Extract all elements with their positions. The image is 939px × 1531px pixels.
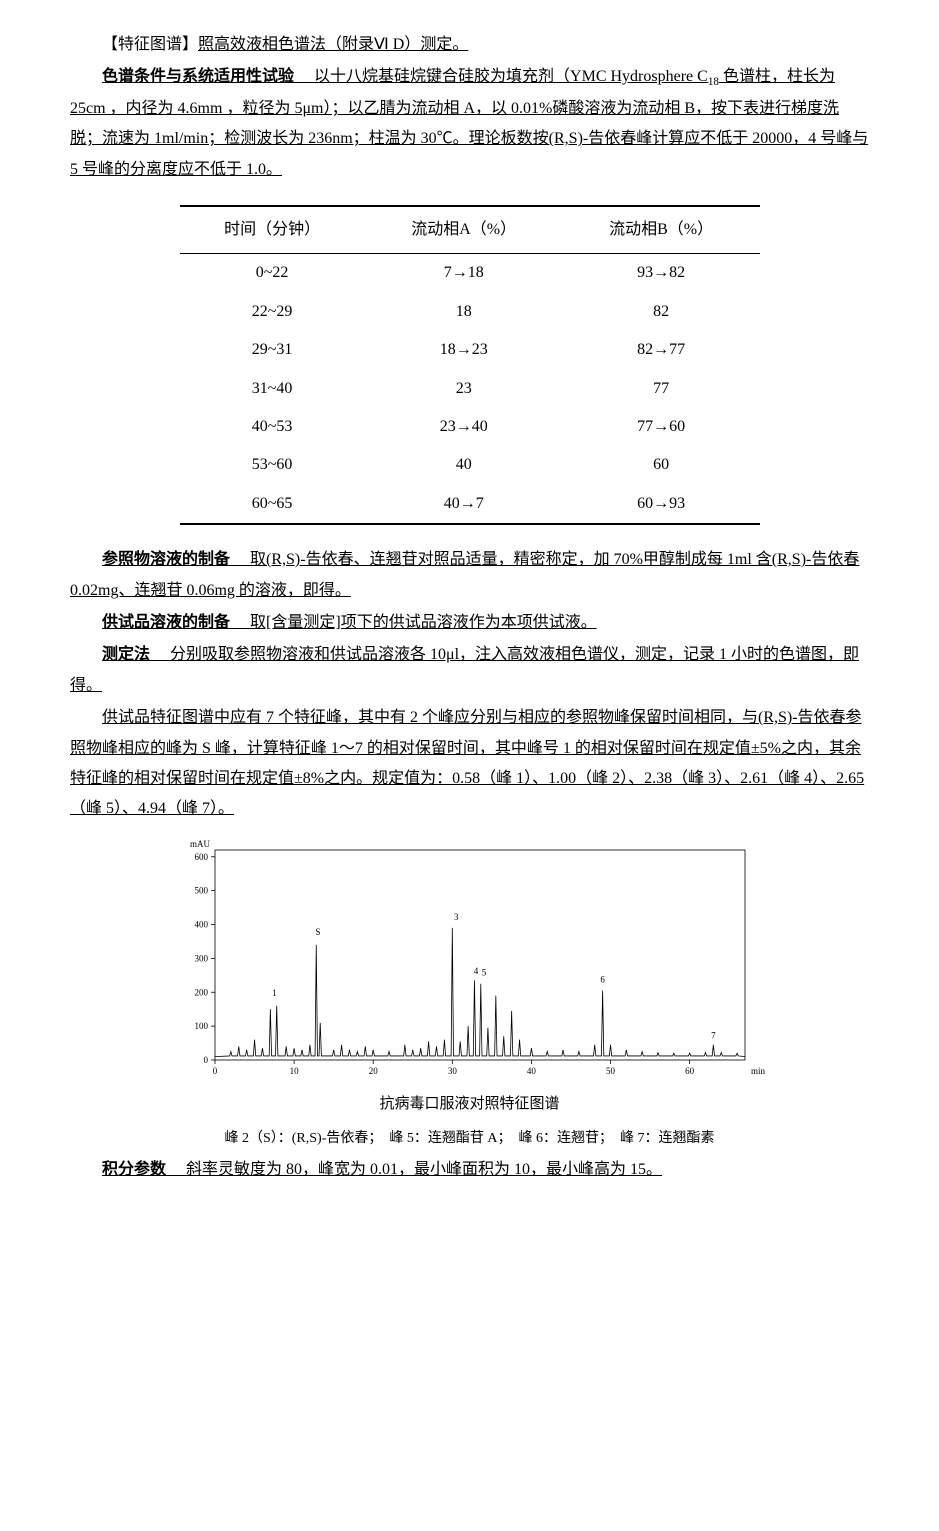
- svg-text:5: 5: [481, 967, 486, 977]
- table-row: 0~227→1893→82: [180, 254, 760, 293]
- svg-text:30: 30: [447, 1066, 457, 1076]
- svg-text:200: 200: [194, 987, 208, 997]
- table-cell: 60: [563, 446, 760, 484]
- table-cell: 0~22: [180, 254, 365, 293]
- svg-text:3: 3: [454, 911, 459, 921]
- table-cell: 23→40: [365, 408, 563, 446]
- table-cell: 60→93: [563, 485, 760, 524]
- conditions-sub: 18: [708, 77, 719, 89]
- table-row: 29~3118→2382→77: [180, 331, 760, 369]
- table-row: 40~5323→4077→60: [180, 408, 760, 446]
- table-cell: 40→7: [365, 485, 563, 524]
- table-cell: 7→18: [365, 254, 563, 293]
- table-cell: 60~65: [180, 485, 365, 524]
- intro-text: 照高效液相色谱法（附录Ⅵ D）测定。: [198, 36, 468, 53]
- table-row: 31~402377: [180, 370, 760, 408]
- svg-text:1: 1: [272, 988, 277, 998]
- sample-prep-title: 供试品溶液的制备: [102, 614, 230, 631]
- table-cell: 29~31: [180, 331, 365, 369]
- integration-text: 斜率灵敏度为 80，峰宽为 0.01，最小峰面积为 10，最小峰高为 15。: [186, 1161, 662, 1178]
- svg-text:400: 400: [194, 919, 208, 929]
- table-cell: 93→82: [563, 254, 760, 293]
- svg-text:mAU: mAU: [190, 839, 211, 849]
- conditions-text-pre: 以十八烷基硅烷键合硅胶为填充剂（YMC Hydrosphere C: [314, 68, 708, 85]
- conditions-title: 色谱条件与系统适用性试验: [102, 68, 294, 85]
- table-cell: 23: [365, 370, 563, 408]
- table-header-row: 时间（分钟） 流动相A（%） 流动相B（%）: [180, 206, 760, 254]
- sample-prep-text: 取[含量测定]项下的供试品溶液作为本项供试液。: [250, 614, 597, 631]
- svg-text:50: 50: [606, 1066, 616, 1076]
- table-cell: 18→23: [365, 331, 563, 369]
- table-cell: 18: [365, 293, 563, 331]
- svg-text:0: 0: [203, 1055, 208, 1065]
- table-cell: 22~29: [180, 293, 365, 331]
- col-time: 时间（分钟）: [180, 206, 365, 254]
- svg-text:7: 7: [711, 1030, 716, 1040]
- reference-prep-title: 参照物溶液的制备: [102, 551, 230, 568]
- svg-text:4: 4: [473, 966, 478, 976]
- peaks-paragraph: 供试品特征图谱中应有 7 个特征峰，其中有 2 个峰应分别与相应的参照物峰保留时…: [70, 703, 869, 825]
- peaks-text: 供试品特征图谱中应有 7 个特征峰，其中有 2 个峰应分别与相应的参照物峰保留时…: [70, 709, 864, 817]
- table-cell: 82→77: [563, 331, 760, 369]
- reference-prep-paragraph: 参照物溶液的制备 取(R,S)-告依春、连翘苷对照品适量，精密称定，加 70%甲…: [70, 545, 869, 606]
- table-cell: 82: [563, 293, 760, 331]
- svg-text:40: 40: [526, 1066, 536, 1076]
- intro-heading: 【特征图谱】: [102, 36, 198, 53]
- svg-text:20: 20: [368, 1066, 378, 1076]
- svg-text:min: min: [750, 1066, 765, 1076]
- table-row: 53~604060: [180, 446, 760, 484]
- svg-text:600: 600: [194, 851, 208, 861]
- peak-legend: 峰 2（S）：(R,S)-告依春； 峰 5：连翘酯苷 A； 峰 6：连翘苷； 峰…: [70, 1126, 869, 1153]
- table-cell: 77: [563, 370, 760, 408]
- table-cell: 31~40: [180, 370, 365, 408]
- table-row: 60~6540→760→93: [180, 485, 760, 524]
- table-row: 22~291882: [180, 293, 760, 331]
- integration-title: 积分参数: [102, 1161, 166, 1178]
- table-cell: 77→60: [563, 408, 760, 446]
- svg-text:0: 0: [212, 1066, 217, 1076]
- conditions-paragraph: 色谱条件与系统适用性试验 以十八烷基硅烷键合硅胶为填充剂（YMC Hydrosp…: [70, 62, 869, 185]
- svg-text:6: 6: [600, 974, 605, 984]
- svg-text:S: S: [315, 927, 320, 937]
- svg-text:60: 60: [685, 1066, 695, 1076]
- method-paragraph: 测定法 分别吸取参照物溶液和供试品溶液各 10μl，注入高效液相色谱仪，测定，记…: [70, 640, 869, 701]
- svg-text:10: 10: [289, 1066, 299, 1076]
- sample-prep-paragraph: 供试品溶液的制备 取[含量测定]项下的供试品溶液作为本项供试液。: [70, 608, 869, 638]
- col-phase-a: 流动相A（%）: [365, 206, 563, 254]
- svg-text:500: 500: [194, 885, 208, 895]
- integration-paragraph: 积分参数 斜率灵敏度为 80，峰宽为 0.01，最小峰面积为 10，最小峰高为 …: [70, 1155, 869, 1185]
- table-cell: 40: [365, 446, 563, 484]
- method-title: 测定法: [102, 646, 150, 663]
- intro-paragraph: 【特征图谱】照高效液相色谱法（附录Ⅵ D）测定。: [70, 30, 869, 60]
- svg-text:300: 300: [194, 953, 208, 963]
- svg-text:100: 100: [194, 1021, 208, 1031]
- chromatogram-chart: 0 100 200 300 400 500 600 mAU 0 10 20 30 40 50 60 min 1 S…: [170, 835, 770, 1085]
- gradient-table: 时间（分钟） 流动相A（%） 流动相B（%） 0~227→1893→8222~2…: [180, 205, 760, 525]
- chromatogram-caption: 抗病毒口服液对照特征图谱: [70, 1090, 869, 1119]
- method-text: 分别吸取参照物溶液和供试品溶液各 10μl，注入高效液相色谱仪，测定，记录 1 …: [70, 646, 859, 693]
- col-phase-b: 流动相B（%）: [563, 206, 760, 254]
- table-cell: 40~53: [180, 408, 365, 446]
- table-cell: 53~60: [180, 446, 365, 484]
